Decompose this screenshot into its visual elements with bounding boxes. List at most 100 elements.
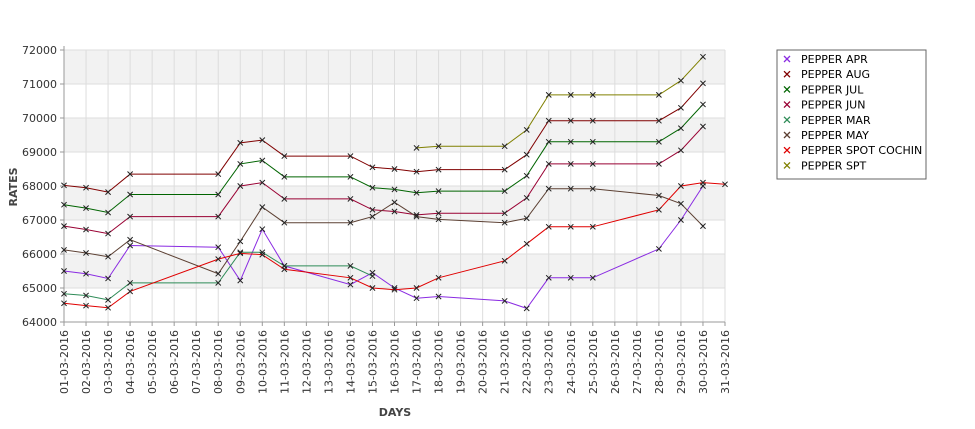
data-point [127,279,134,286]
legend-item-label: PEPPER SPOT COCHIN [801,144,922,157]
data-point [83,292,89,299]
data-point [83,270,89,277]
x-tick-label: 28-03-2016 [653,330,666,394]
data-point [545,160,552,167]
y-tick-label: 71000 [22,78,57,91]
y-tick-label: 70000 [22,112,57,125]
data-point [567,138,574,145]
x-tick-label: 26-03-2016 [609,330,622,394]
data-point [83,302,89,309]
data-point [281,153,288,160]
x-tick-label: 17-03-2016 [411,330,424,394]
legend-item-label: PEPPER SPT [801,159,867,172]
data-point [259,157,266,164]
data-point [347,195,354,202]
data-point [545,274,552,281]
data-point [501,166,508,173]
data-point [259,249,266,256]
data-point [347,274,354,281]
data-point [655,138,662,145]
data-point [655,91,662,98]
data-point [567,223,574,230]
data-point [700,80,706,87]
x-tick-label: 02-03-2016 [80,330,93,394]
legend-item-label: PEPPER APR [801,53,868,66]
legend-marker [783,146,791,154]
x-tick-label: 14-03-2016 [344,330,357,394]
x-tick-label: 06-03-2016 [168,330,181,394]
x-tick-label: 16-03-2016 [389,330,402,394]
legend-marker [783,131,791,139]
data-point [435,166,442,173]
x-tick-label: 31-03-2016 [719,330,732,394]
data-point [391,208,398,215]
data-point [655,206,662,213]
legend-item-label: PEPPER JUL [801,83,864,96]
y-axis-title: RATES [7,167,20,206]
series-line [63,251,373,301]
legend-item-label: PEPPER MAR [801,114,871,127]
data-point [281,195,288,202]
data-point [391,199,398,206]
data-point [259,137,266,144]
data-point [589,138,596,145]
data-point [589,223,596,230]
x-tick-label: 18-03-2016 [433,330,446,394]
data-point [677,77,684,84]
y-tick-label: 67000 [22,214,57,227]
data-point [545,223,552,230]
data-point [127,236,134,243]
data-point [391,286,398,293]
y-tick-label: 69000 [22,146,57,159]
data-point [105,209,112,216]
series-lines [61,53,728,312]
legend-marker [783,70,791,78]
data-point [215,279,222,286]
data-point [237,277,244,284]
legend-item-label: PEPPER JUN [801,99,865,112]
data-point [523,151,530,158]
data-point [347,153,354,160]
x-tick-label: 10-03-2016 [256,330,269,394]
data-point [347,281,354,288]
data-point [501,219,508,226]
data-point [700,123,706,130]
data-point [589,185,596,192]
series-line [416,56,704,149]
data-point [105,296,112,303]
data-point [523,126,530,133]
data-point [369,273,376,280]
y-tick-label: 72000 [22,44,57,57]
data-point [83,184,89,191]
data-point [61,300,67,307]
data-point [655,192,662,199]
data-point [369,184,376,191]
data-point [700,101,706,108]
x-tick-label: 15-03-2016 [366,330,379,394]
x-tick-label: 21-03-2016 [499,330,512,394]
legend-item-label: PEPPER AUG [801,68,870,81]
data-point [589,91,596,98]
data-point [589,274,596,281]
data-point [567,274,574,281]
x-tick-label: 03-03-2016 [102,330,115,394]
data-point [281,266,288,273]
data-point [589,160,596,167]
data-point [677,147,684,154]
data-point [237,160,244,167]
data-point [61,201,67,208]
data-point [501,143,508,150]
data-point [215,244,222,251]
data-point [523,215,530,222]
x-tick-label: 07-03-2016 [190,330,203,394]
legend: PEPPER APR PEPPER AUG PEPPER JUL PEPPER JUN… [776,49,927,180]
x-tick-label: 05-03-2016 [146,330,159,394]
x-tick-label: 24-03-2016 [565,330,578,394]
x-tick-label: 01-03-2016 [58,330,71,394]
data-point [567,117,574,124]
data-point [567,91,574,98]
series-line [63,182,726,309]
data-point [127,191,134,198]
data-point [127,288,134,295]
x-tick-label: 19-03-2016 [455,330,468,394]
